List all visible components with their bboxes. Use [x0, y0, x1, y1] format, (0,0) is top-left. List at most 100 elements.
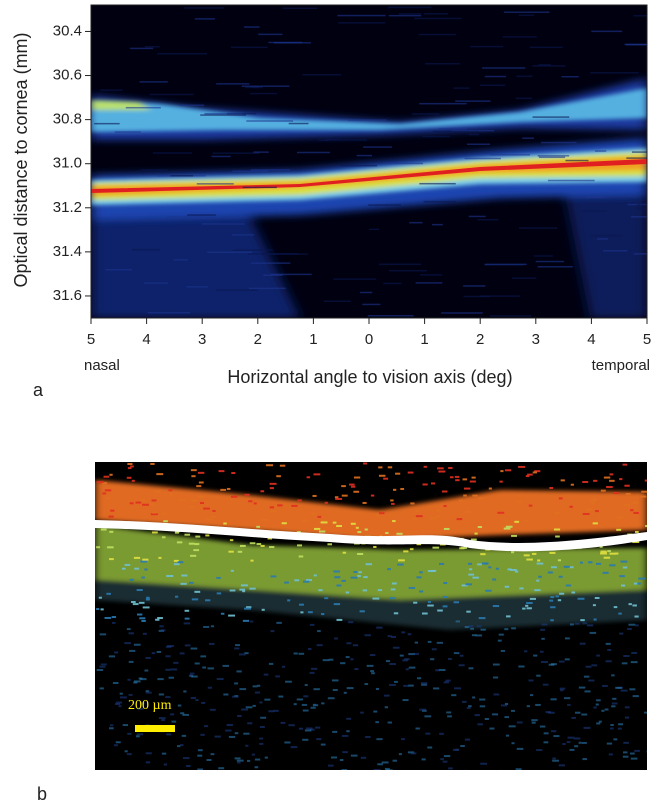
speckle — [225, 729, 232, 732]
speckle — [403, 550, 409, 553]
speckle — [378, 474, 386, 477]
speckle — [460, 546, 467, 549]
speckle — [624, 716, 630, 719]
speckle — [584, 690, 591, 693]
speckle — [177, 561, 184, 564]
y-tick-label: 31.4 — [53, 243, 82, 260]
streak — [594, 150, 607, 152]
speckle — [244, 652, 249, 655]
speckle — [550, 619, 554, 622]
streak — [302, 73, 342, 76]
speckle — [145, 752, 152, 755]
streak — [194, 18, 215, 20]
streak — [323, 300, 351, 303]
speckle — [462, 478, 467, 481]
speckle — [373, 710, 378, 713]
speckle — [173, 559, 179, 562]
speckle — [592, 498, 597, 501]
streak — [131, 248, 160, 251]
streak — [624, 43, 647, 46]
speckle — [504, 716, 509, 719]
streak — [522, 137, 534, 139]
speckle — [191, 675, 198, 678]
speckle — [346, 717, 352, 720]
speckle — [377, 589, 383, 592]
speckle — [557, 559, 562, 562]
streak — [484, 75, 506, 78]
speckle — [618, 723, 624, 726]
speckle — [237, 550, 243, 553]
speckle — [384, 706, 388, 709]
speckle — [421, 612, 428, 615]
speckle — [372, 597, 380, 600]
speckle — [602, 684, 608, 687]
streak — [424, 63, 461, 65]
speckle — [96, 669, 104, 672]
speckle — [317, 630, 321, 633]
speckle — [109, 530, 114, 533]
speckle — [385, 769, 393, 770]
speckle — [468, 705, 472, 708]
speckle — [99, 633, 107, 636]
speckle — [316, 738, 322, 741]
speckle — [448, 767, 453, 770]
streak — [482, 67, 526, 69]
speckle — [149, 503, 155, 506]
streak — [242, 186, 277, 189]
speckle — [183, 622, 191, 625]
speckle — [378, 512, 385, 515]
speckle — [480, 553, 486, 556]
streak — [637, 207, 647, 210]
speckle — [402, 699, 409, 702]
speckle — [235, 644, 241, 647]
streak — [215, 289, 258, 291]
speckle — [246, 606, 252, 609]
speckle — [128, 660, 134, 663]
speckle — [552, 757, 556, 760]
speckle — [611, 702, 618, 705]
speckle — [620, 689, 628, 692]
speckle — [599, 545, 603, 548]
streak — [603, 250, 628, 252]
speckle — [621, 662, 628, 665]
speckle — [443, 504, 447, 507]
streak — [105, 269, 132, 271]
streak — [241, 85, 290, 87]
speckle — [423, 465, 427, 468]
speckle — [133, 681, 138, 684]
speckle — [336, 618, 343, 621]
speckle — [624, 706, 630, 709]
speckle — [151, 499, 157, 502]
speckle — [312, 704, 319, 707]
speckle — [634, 749, 640, 752]
speckle — [229, 589, 236, 592]
speckle — [401, 738, 405, 741]
speckle — [144, 669, 149, 672]
speckle — [334, 637, 338, 640]
speckle — [196, 485, 202, 488]
speckle — [535, 703, 541, 706]
speckle — [392, 759, 398, 762]
speckle — [104, 489, 112, 492]
speckle — [455, 748, 460, 751]
speckle — [199, 501, 205, 504]
speckle — [371, 672, 375, 675]
speckle — [364, 634, 371, 637]
speckle — [400, 487, 405, 490]
speckle — [376, 738, 383, 741]
streak — [360, 291, 373, 294]
speckle — [190, 469, 197, 472]
speckle — [477, 563, 482, 566]
speckle — [281, 665, 286, 668]
speckle — [324, 597, 329, 600]
speckle — [157, 617, 163, 620]
streak — [533, 255, 554, 257]
streak — [419, 102, 467, 105]
speckle — [134, 567, 140, 570]
speckle — [160, 629, 166, 632]
speckle — [145, 690, 150, 693]
streak — [463, 295, 490, 298]
speckle — [350, 522, 356, 525]
speckle — [396, 532, 403, 535]
speckle — [162, 512, 167, 515]
